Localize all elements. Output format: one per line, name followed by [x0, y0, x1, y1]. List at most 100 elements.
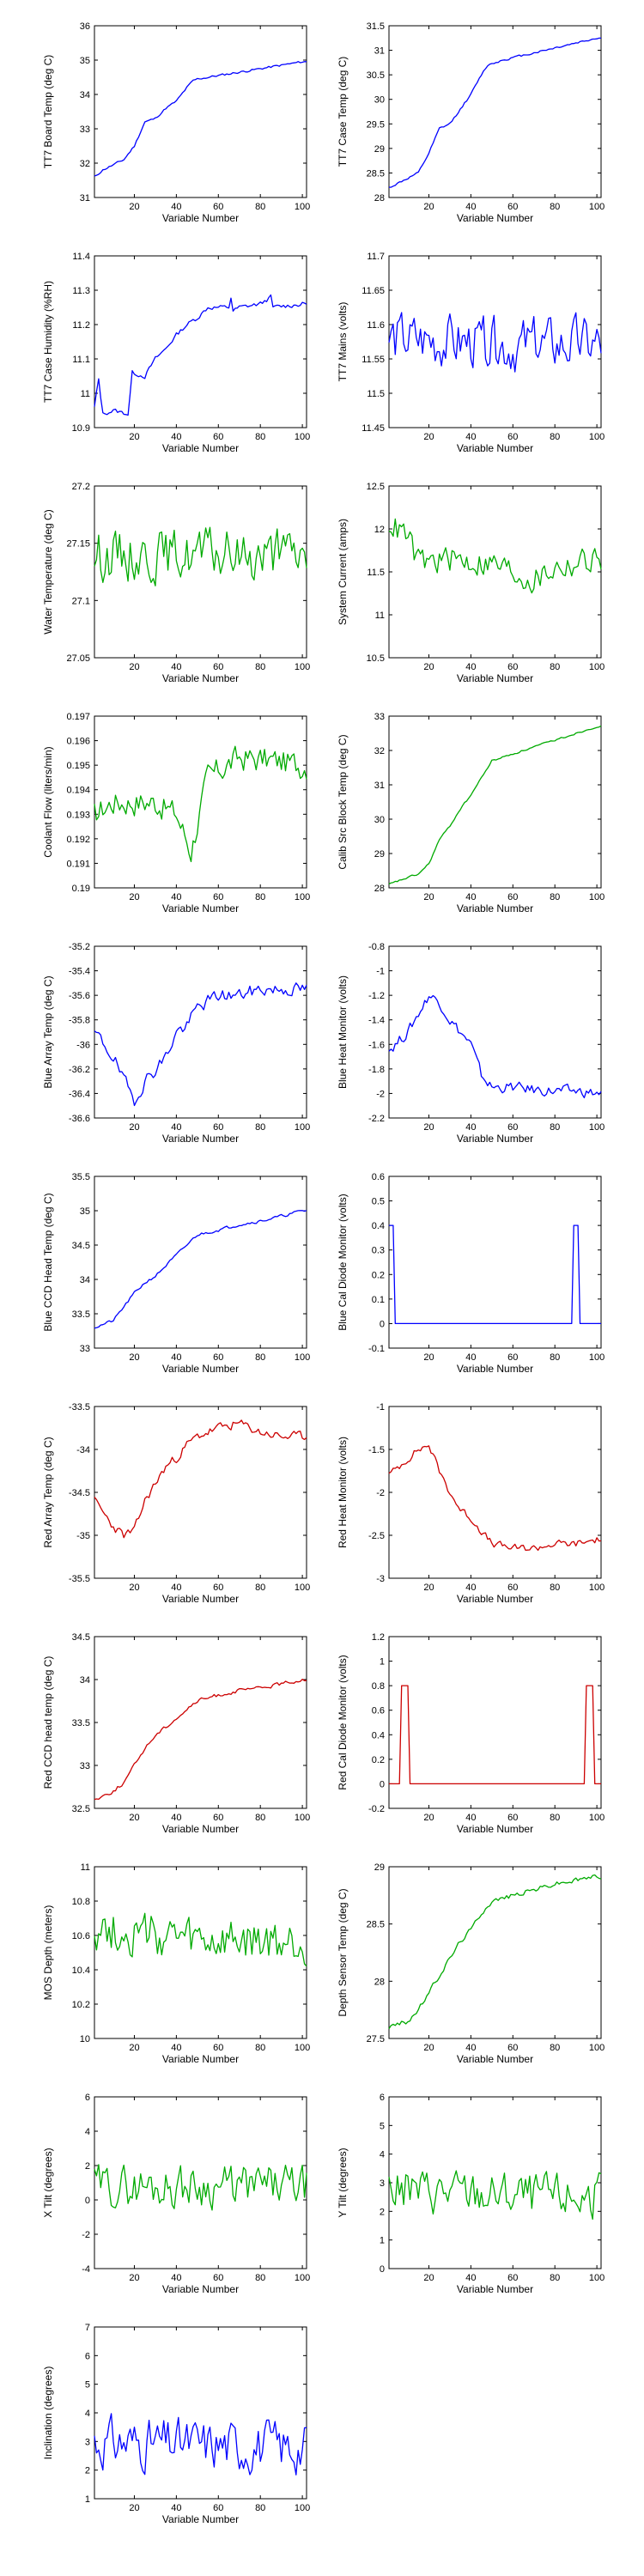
- x-axis-label: Variable Number: [457, 212, 533, 224]
- x-tick-label: 40: [171, 2273, 181, 2283]
- y-tick-label: 27.05: [66, 653, 90, 664]
- y-tick-label: 6: [380, 2093, 385, 2103]
- chart-panel-9: 20 40 60 80 100 -36.6 -36.4 -36.2 -36 -35.8 -35.6 -…: [42, 942, 310, 1145]
- y-axis-label: Blue CCD Head Temp (deg C): [42, 1193, 54, 1331]
- plot-frame: [388, 1176, 602, 1349]
- x-tick-label: 40: [465, 1352, 476, 1363]
- y-tick-label: -35.2: [69, 942, 90, 952]
- x-tick-label: 80: [255, 1122, 265, 1133]
- plot-frame: [94, 485, 307, 659]
- y-tick-label: -0.2: [368, 1804, 385, 1814]
- x-tick-label: 100: [589, 2273, 605, 2283]
- x-tick-label: 80: [255, 2273, 265, 2283]
- y-tick-label: 35.5: [72, 1172, 90, 1182]
- x-tick-label: 40: [465, 662, 476, 672]
- x-tick-label: 80: [550, 1122, 560, 1133]
- y-tick-label: 5: [85, 2380, 90, 2391]
- y-tick-label: 10.2: [72, 2000, 90, 2010]
- chart-panel-4: 20 40 60 80 100 11.45 11.5 11.55 11.6 11.65 11.7 Va…: [337, 252, 605, 454]
- x-tick-label: 20: [423, 202, 434, 212]
- x-tick-label: 40: [171, 2503, 181, 2513]
- x-tick-label: 60: [507, 202, 518, 212]
- x-tick-label: 60: [213, 1122, 223, 1133]
- y-tick-label: 4: [380, 2150, 385, 2160]
- y-tick-label: 28: [374, 193, 385, 204]
- y-tick-label: 0.193: [66, 810, 90, 820]
- y-tick-label: 0.195: [66, 761, 90, 771]
- y-tick-label: -1.4: [368, 1016, 385, 1026]
- y-tick-label: 0.8: [372, 1681, 385, 1692]
- y-tick-label: 32: [80, 159, 90, 169]
- x-tick-label: 20: [423, 2043, 434, 2053]
- y-tick-label: 2: [85, 2161, 90, 2172]
- y-tick-label: 10.5: [367, 653, 385, 664]
- x-tick-label: 40: [171, 1122, 181, 1133]
- y-tick-label: 11.7: [367, 252, 385, 262]
- y-axis-label: TT7 Mains (volts): [337, 302, 349, 382]
- chart-panel-7: 20 40 60 80 100 0.19 0.191 0.192 0.193 0.194 0.195…: [42, 712, 310, 914]
- x-axis-label: Variable Number: [457, 1133, 533, 1145]
- chart-panel-5: 20 40 60 80 100 27.05 27.1 27.15 27.2 Variable Nu…: [42, 482, 310, 684]
- x-tick-label: 60: [507, 2273, 518, 2283]
- y-axis-label: Depth Sensor Temp (deg C): [337, 1888, 349, 2016]
- x-tick-label: 60: [507, 432, 518, 442]
- y-axis-label: Red Array Temp (deg C): [42, 1437, 54, 1547]
- y-axis-label: Red Cal Diode Monitor (volts): [337, 1655, 349, 1789]
- series-line: [94, 1210, 307, 1329]
- y-tick-label: 11.2: [72, 320, 90, 331]
- x-tick-label: 20: [129, 1813, 139, 1823]
- chart-panel-6: 20 40 60 80 100 10.5 11 11.5 12 12.5 Variable Numb…: [337, 482, 605, 684]
- y-tick-label: -33.5: [69, 1402, 90, 1413]
- y-tick-label: -1.8: [368, 1065, 385, 1075]
- x-tick-label: 40: [171, 662, 181, 672]
- series-line: [388, 994, 602, 1099]
- chart-panel-17: 20 40 60 80 100 10 10.2 10.4 10.6 10.8 11 Variable …: [42, 1862, 310, 2065]
- y-axis-label: Blue Heat Monitor (volts): [337, 975, 349, 1089]
- y-tick-label: -35: [76, 1531, 90, 1541]
- y-tick-label: 31: [374, 46, 385, 57]
- x-axis-label: Variable Number: [162, 442, 239, 454]
- y-tick-label: 31: [80, 193, 90, 204]
- y-tick-label: 4: [85, 2409, 90, 2419]
- x-tick-label: 100: [589, 2043, 605, 2053]
- x-tick-label: 60: [213, 2043, 223, 2053]
- x-tick-label: 100: [295, 662, 310, 672]
- x-tick-label: 80: [255, 432, 265, 442]
- x-tick-label: 100: [589, 1813, 605, 1823]
- x-axis-label: Variable Number: [162, 2053, 239, 2065]
- x-tick-label: 80: [255, 1352, 265, 1363]
- y-tick-label: 29.5: [367, 119, 385, 130]
- x-tick-label: 80: [550, 1352, 560, 1363]
- y-axis-label: X Tilt (degrees): [42, 2148, 54, 2217]
- x-tick-label: 40: [465, 2043, 476, 2053]
- x-axis-label: Variable Number: [457, 1363, 533, 1375]
- x-tick-label: 60: [507, 662, 518, 672]
- x-tick-label: 100: [295, 1352, 310, 1363]
- y-tick-label: 33: [80, 125, 90, 135]
- x-tick-label: 60: [213, 1352, 223, 1363]
- y-tick-label: 32.5: [72, 1804, 90, 1814]
- x-axis-label: Variable Number: [457, 2283, 533, 2295]
- plot-frame: [94, 2326, 307, 2500]
- y-tick-label: 33: [80, 1344, 90, 1354]
- x-tick-label: 20: [423, 2273, 434, 2283]
- x-tick-label: 100: [589, 892, 605, 902]
- x-axis-label: Variable Number: [457, 902, 533, 914]
- series-line: [388, 2170, 602, 2221]
- x-axis-label: Variable Number: [162, 1363, 239, 1375]
- x-tick-label: 40: [465, 2273, 476, 2283]
- y-tick-label: 29: [374, 144, 385, 155]
- x-axis-label: Variable Number: [162, 672, 239, 684]
- plot-frame: [388, 945, 602, 1119]
- series-line: [389, 1224, 601, 1325]
- y-axis-label: Red Heat Monitor (volts): [337, 1437, 349, 1548]
- series-line: [388, 1874, 602, 2030]
- chart-panel-13: 20 40 60 80 100 -35.5 -35 -34.5 -34 -33.5 Variable…: [42, 1402, 310, 1605]
- y-tick-label: 5: [380, 2121, 385, 2131]
- x-tick-label: 100: [295, 2043, 310, 2053]
- y-tick-label: 10.8: [72, 1897, 90, 1907]
- x-tick-label: 20: [129, 1122, 139, 1133]
- series-line: [388, 518, 602, 594]
- y-tick-label: -2: [376, 1488, 385, 1498]
